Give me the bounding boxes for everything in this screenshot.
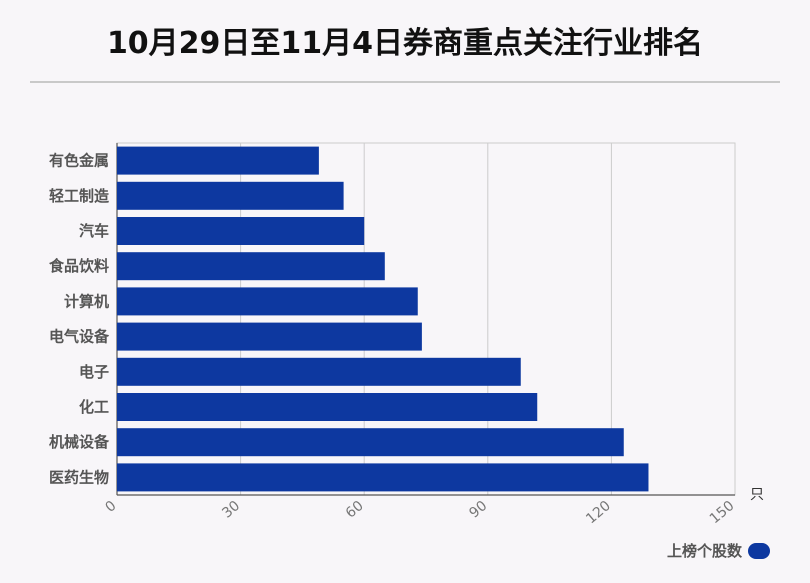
bar	[117, 322, 422, 351]
bar	[117, 428, 624, 457]
legend-label: 上榜个股数	[666, 542, 742, 560]
x-tick-label: 90	[466, 498, 490, 522]
category-label: 化工	[79, 398, 109, 416]
legend-swatch	[748, 542, 770, 559]
category-label: 轻工制造	[49, 187, 109, 205]
legend: 上榜个股数	[667, 540, 770, 561]
category-label: 计算机	[64, 292, 109, 310]
category-label: 电子	[79, 363, 109, 381]
x-tick-label: 60	[343, 498, 367, 522]
x-tick-labels: 0 30 60 90 120 150	[102, 498, 737, 527]
chart-title: 10月29日至11月4日券商重点关注行业排名	[106, 26, 704, 61]
category-label: 电气设备	[49, 328, 110, 346]
x-tick-label: 150	[707, 498, 738, 527]
category-label: 有色金属	[49, 152, 109, 170]
bars-layer	[117, 146, 649, 492]
bar	[117, 287, 418, 316]
category-label: 汽车	[79, 222, 109, 240]
x-tick-label: 30	[219, 498, 243, 522]
bar	[117, 146, 319, 175]
unit-label: 只	[750, 487, 764, 503]
category-label: 医药生物	[49, 468, 109, 486]
x-tick-label: 120	[583, 498, 614, 527]
title-divider	[30, 81, 780, 83]
bar	[117, 181, 344, 210]
bar	[117, 393, 538, 421]
category-label: 食品饮料	[49, 257, 109, 275]
bar	[117, 252, 385, 281]
bar	[117, 357, 521, 386]
x-tick-label: 0	[102, 498, 119, 516]
bar	[117, 463, 649, 492]
category-label: 机械设备	[49, 433, 110, 451]
bar	[117, 217, 365, 245]
